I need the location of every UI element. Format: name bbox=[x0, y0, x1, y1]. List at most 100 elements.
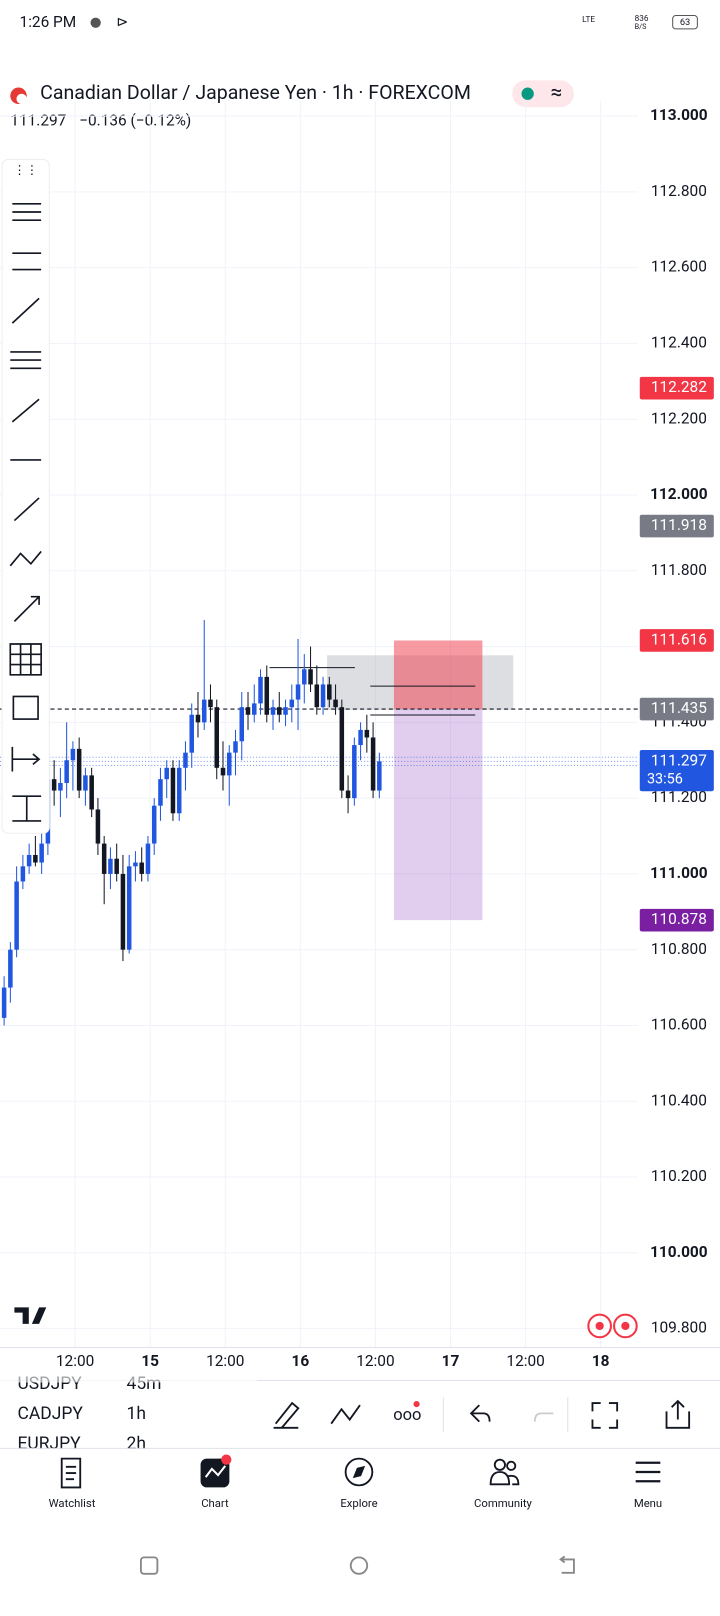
y-tick-label: 112.000 bbox=[650, 485, 708, 503]
candle-body bbox=[270, 707, 276, 715]
more-button[interactable]: ooo bbox=[393, 1406, 421, 1425]
candle-body bbox=[239, 707, 245, 742]
candle-body bbox=[120, 873, 126, 950]
status-icon bbox=[90, 17, 101, 28]
nav-icon[interactable] bbox=[489, 1471, 520, 1486]
candle-body bbox=[170, 767, 176, 814]
price-tag bbox=[639, 514, 714, 538]
back-button[interactable] bbox=[559, 1555, 575, 1574]
candle-body bbox=[1, 987, 7, 1018]
battery-level: 63 bbox=[680, 17, 690, 28]
nav-label[interactable]: Chart bbox=[201, 1497, 229, 1510]
recents-button[interactable] bbox=[139, 1556, 159, 1575]
candle-body bbox=[264, 676, 270, 715]
y-tick-label: 110.400 bbox=[651, 1091, 707, 1109]
candle-body bbox=[220, 767, 226, 776]
y-tick-label: 109.800 bbox=[651, 1319, 707, 1337]
candle-body bbox=[345, 790, 351, 799]
nav-label[interactable]: Menu bbox=[634, 1497, 662, 1510]
flag bbox=[16, 93, 27, 104]
candle-body bbox=[226, 752, 232, 776]
redo-button[interactable] bbox=[533, 1412, 554, 1422]
badge bbox=[413, 1401, 420, 1408]
interval[interactable]: 1h bbox=[127, 1404, 146, 1424]
candle-body bbox=[8, 949, 13, 988]
y-tick-label: 112.600 bbox=[651, 258, 707, 276]
candle-body bbox=[108, 858, 113, 874]
candle-body bbox=[51, 779, 57, 791]
tool-icon[interactable] bbox=[12, 795, 42, 822]
y-tick-label: 110.200 bbox=[651, 1167, 707, 1185]
fullscreen-button[interactable] bbox=[591, 1402, 619, 1429]
y-tick-label: 111.800 bbox=[651, 561, 707, 579]
nav-icon[interactable] bbox=[635, 1461, 661, 1483]
candle-body bbox=[89, 775, 94, 810]
candle-body bbox=[158, 779, 163, 806]
price-change: −0.136 (−0.12%) bbox=[79, 112, 191, 130]
draw-button[interactable] bbox=[273, 1401, 300, 1429]
y-tick-label: 112.400 bbox=[651, 333, 707, 351]
price-tag-label: 111.616 bbox=[651, 631, 707, 649]
price-tag bbox=[639, 376, 714, 400]
x-tick-label: 12:00 bbox=[56, 1352, 94, 1370]
share-button[interactable] bbox=[665, 1399, 691, 1429]
candle-body bbox=[195, 714, 201, 723]
y-tick-label: 110.000 bbox=[650, 1243, 708, 1261]
candle-body bbox=[377, 761, 382, 791]
symbol[interactable]: CADJPY bbox=[17, 1404, 83, 1424]
tool-icon[interactable] bbox=[12, 202, 42, 222]
nav-icon[interactable] bbox=[344, 1457, 374, 1487]
tool-icon[interactable] bbox=[9, 643, 42, 676]
indicator: ≈ bbox=[551, 81, 563, 105]
fade bbox=[0, 1374, 258, 1383]
tool-icon[interactable] bbox=[11, 398, 40, 423]
candle-body bbox=[314, 684, 320, 708]
speed-unit: B/S bbox=[635, 22, 647, 31]
candle-body bbox=[208, 699, 213, 708]
tool-icon[interactable] bbox=[10, 351, 42, 370]
symbol-title[interactable]: Canadian Dollar / Japanese Yen · 1h · FO… bbox=[40, 81, 471, 104]
nav-label[interactable]: Community bbox=[474, 1497, 533, 1510]
price-tag-label: 111.918 bbox=[651, 516, 707, 534]
candle-body bbox=[58, 782, 63, 791]
price-tag-label: 110.878 bbox=[651, 910, 707, 928]
tool-icon[interactable] bbox=[9, 550, 42, 567]
alert-icon[interactable] bbox=[613, 1313, 638, 1339]
nav-icon[interactable] bbox=[60, 1457, 82, 1489]
x-tick-label: 15 bbox=[141, 1352, 159, 1370]
alert-icon bbox=[621, 1321, 630, 1331]
badge bbox=[221, 1454, 232, 1465]
home-button[interactable] bbox=[349, 1556, 369, 1575]
tool-icon[interactable] bbox=[13, 497, 40, 522]
alert-icon[interactable] bbox=[587, 1313, 612, 1339]
indicators-button[interactable] bbox=[330, 1404, 361, 1425]
chart: 113.000 112.800 112.600 112.400 112.200 112.0… bbox=[0, 100, 720, 1370]
candle-body bbox=[358, 729, 363, 746]
x-tick-label: 18 bbox=[592, 1352, 610, 1370]
y-tick-label: 110.800 bbox=[651, 940, 707, 958]
status-bar: 1:26 PM ⊳ LTE 836 B/S 63 bbox=[20, 13, 698, 31]
candle-body bbox=[308, 669, 313, 685]
nav-label[interactable]: Explore bbox=[340, 1497, 377, 1510]
battery bbox=[672, 15, 698, 30]
candle-body bbox=[201, 699, 207, 723]
status-pill[interactable] bbox=[512, 80, 574, 108]
nav-label[interactable]: Watchlist bbox=[49, 1497, 96, 1510]
drawing-toolbar: ⋮⋮ bbox=[1, 159, 50, 834]
undo-button[interactable] bbox=[469, 1404, 491, 1423]
tool-icon[interactable] bbox=[11, 297, 40, 324]
candle-body bbox=[33, 854, 38, 863]
x-tick-label: 12:00 bbox=[506, 1352, 544, 1370]
tool-icon[interactable] bbox=[12, 252, 42, 271]
tool-icon[interactable] bbox=[12, 695, 39, 720]
symbol[interactable]: EURJPY bbox=[17, 1434, 81, 1454]
network: LTE bbox=[582, 15, 595, 25]
x-tick-label: 17 bbox=[442, 1352, 460, 1370]
tool-icon[interactable] bbox=[13, 595, 40, 622]
x-tick-label: 12:00 bbox=[356, 1352, 394, 1370]
candle-body bbox=[302, 669, 307, 685]
tool-icon[interactable] bbox=[11, 746, 41, 772]
candle-body bbox=[289, 699, 295, 708]
candle-body bbox=[252, 703, 257, 715]
interval[interactable]: 2h bbox=[127, 1434, 146, 1454]
